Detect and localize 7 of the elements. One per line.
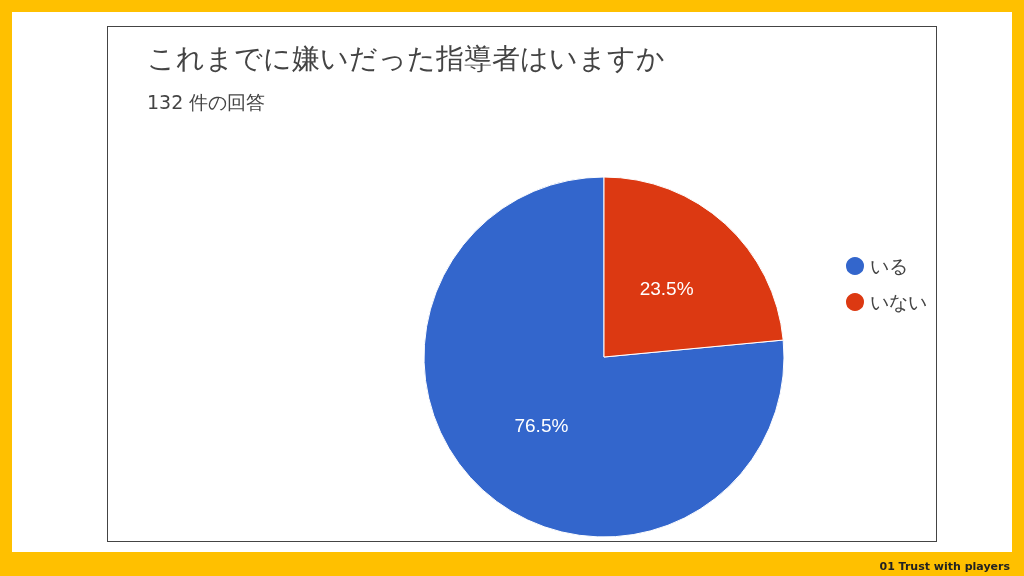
legend-label: いる [870, 255, 908, 277]
chart-title: これまでに嫌いだった指導者はいますか [147, 41, 665, 75]
data-label: 76.5% [514, 415, 569, 437]
data-label: 23.5% [639, 277, 694, 299]
text: 132 件の回答 [147, 90, 266, 113]
legend-label: いない [870, 291, 927, 313]
text: 01 Trust with players [879, 560, 1010, 573]
